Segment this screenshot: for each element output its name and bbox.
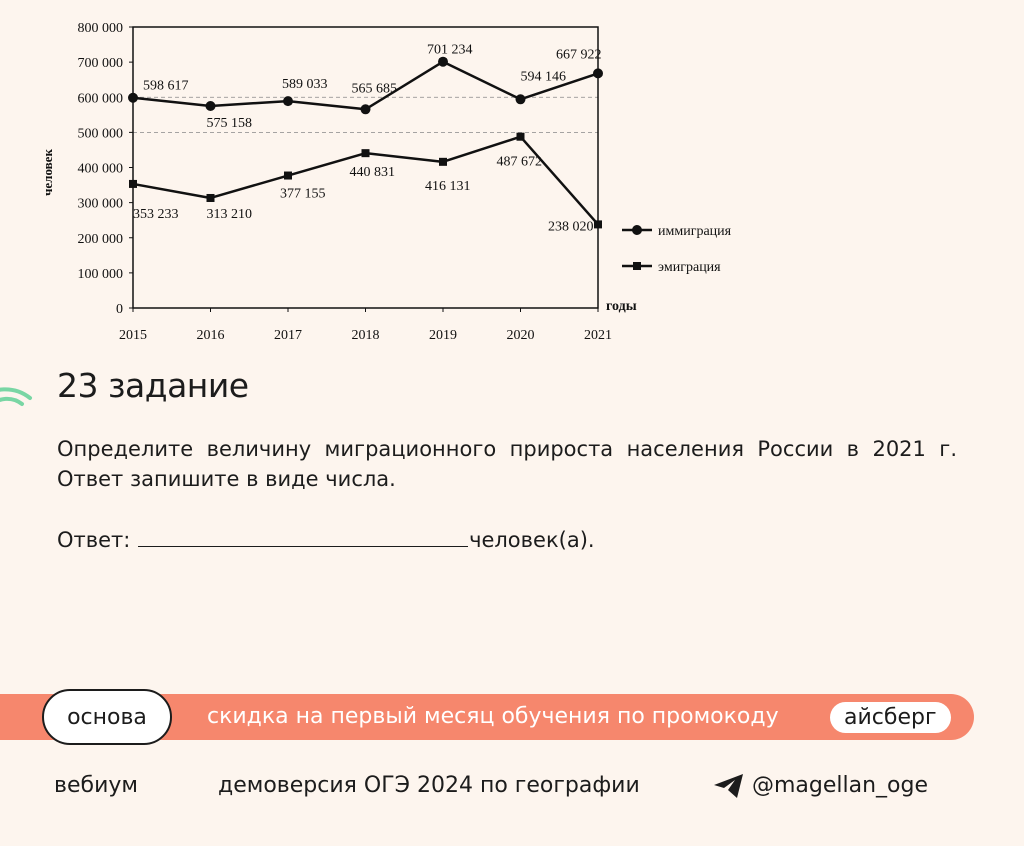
answer-unit: человек(а). <box>469 528 595 552</box>
data-point <box>438 56 448 67</box>
legend-marker <box>633 262 641 270</box>
task-title: 23 задание <box>57 366 249 405</box>
promo-text: скидка на первый месяц обучения по промо… <box>207 704 779 729</box>
migration-chart: 0 100 000 200 000 300 000 400 000 500 000 600 … <box>40 21 732 343</box>
data-point <box>516 132 525 141</box>
legend-entry: иммиграция <box>658 224 732 239</box>
data-point <box>283 96 293 107</box>
data-label: 238 020 <box>548 219 594 234</box>
data-label: 589 033 <box>282 77 328 92</box>
x-tick-label: 2016 <box>197 328 225 343</box>
answer-row: Ответ: человек(а). <box>57 526 595 554</box>
x-axis-label: годы <box>606 299 637 314</box>
data-point <box>205 100 216 111</box>
data-point <box>515 94 526 105</box>
data-label: 598 617 <box>143 79 189 94</box>
data-point <box>361 149 370 158</box>
data-label: 440 831 <box>350 165 396 180</box>
legend-entry: эмиграция <box>658 260 721 275</box>
data-label: 416 131 <box>425 179 471 194</box>
promo-code-badge: айсберг <box>830 702 951 733</box>
data-label: 353 233 <box>133 207 179 222</box>
y-tick-label: 800 000 <box>78 21 124 36</box>
y-tick-label: 0 <box>116 302 123 317</box>
data-point <box>439 157 447 166</box>
data-label: 667 922 <box>556 47 602 62</box>
y-tick-label: 300 000 <box>78 197 124 212</box>
telegram-handle[interactable]: @magellan_oge <box>752 773 929 798</box>
x-tick-label: 2021 <box>584 328 612 343</box>
answer-label: Ответ: <box>57 528 131 552</box>
data-label: 594 146 <box>521 69 567 84</box>
data-label: 313 210 <box>207 207 253 222</box>
y-tick-label: 700 000 <box>78 56 124 71</box>
data-label: 565 685 <box>352 81 398 96</box>
x-tick-label: 2015 <box>119 328 147 343</box>
y-tick-label: 600 000 <box>78 91 124 106</box>
footer-title: демоверсия ОГЭ 2024 по географии <box>218 773 640 798</box>
y-tick-label: 200 000 <box>78 232 124 247</box>
x-tick-label: 2019 <box>429 328 457 343</box>
data-label: 487 672 <box>497 155 543 170</box>
y-tick-label: 400 000 <box>78 162 124 177</box>
data-point <box>284 171 292 180</box>
y-axis-label: человек <box>40 149 55 196</box>
data-point <box>360 104 371 115</box>
x-tick-label: 2017 <box>274 328 302 343</box>
data-point <box>594 220 602 229</box>
brand-badge: основа <box>42 689 172 745</box>
y-tick-label: 500 000 <box>78 126 124 141</box>
x-tick-label: 2020 <box>507 328 535 343</box>
data-label: 377 155 <box>280 187 326 202</box>
data-point <box>128 92 138 103</box>
data-point <box>593 68 603 79</box>
x-tick-label: 2018 <box>352 328 380 343</box>
legend-marker <box>632 225 642 235</box>
data-label: 701 234 <box>427 43 473 58</box>
wifi-icon <box>0 387 32 406</box>
data-point <box>129 179 137 188</box>
data-point <box>206 193 215 202</box>
telegram-icon <box>714 774 743 798</box>
y-tick-label: 100 000 <box>78 267 124 282</box>
answer-field[interactable] <box>138 526 469 547</box>
task-text: Определите величину миграционного прирос… <box>57 437 957 491</box>
footer-brand: вебиум <box>54 773 138 798</box>
data-label: 575 158 <box>207 116 253 131</box>
